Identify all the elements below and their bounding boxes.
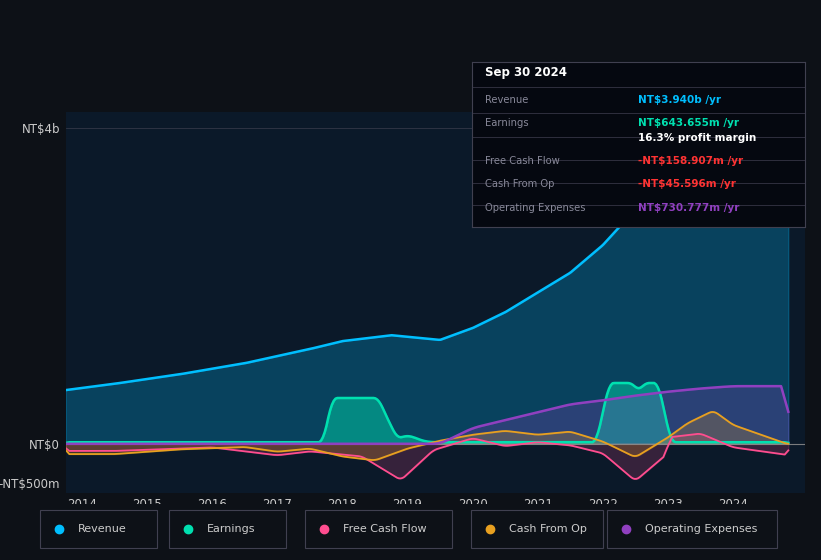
Text: Earnings: Earnings xyxy=(485,118,529,128)
Text: Sep 30 2024: Sep 30 2024 xyxy=(485,66,567,79)
Text: Operating Expenses: Operating Expenses xyxy=(485,203,586,213)
Text: Revenue: Revenue xyxy=(485,95,529,105)
Text: NT$3.940b /yr: NT$3.940b /yr xyxy=(639,95,722,105)
Text: -NT$45.596m /yr: -NT$45.596m /yr xyxy=(639,179,736,189)
Text: Cash From Op: Cash From Op xyxy=(509,524,586,534)
Text: Revenue: Revenue xyxy=(78,524,127,534)
Text: Free Cash Flow: Free Cash Flow xyxy=(342,524,426,534)
Text: Operating Expenses: Operating Expenses xyxy=(644,524,757,534)
Text: NT$643.655m /yr: NT$643.655m /yr xyxy=(639,118,740,128)
Text: -NT$158.907m /yr: -NT$158.907m /yr xyxy=(639,156,744,166)
Text: Free Cash Flow: Free Cash Flow xyxy=(485,156,560,166)
Text: Cash From Op: Cash From Op xyxy=(485,179,555,189)
Text: Earnings: Earnings xyxy=(207,524,255,534)
Text: NT$730.777m /yr: NT$730.777m /yr xyxy=(639,203,740,213)
Text: 16.3% profit margin: 16.3% profit margin xyxy=(639,133,757,143)
